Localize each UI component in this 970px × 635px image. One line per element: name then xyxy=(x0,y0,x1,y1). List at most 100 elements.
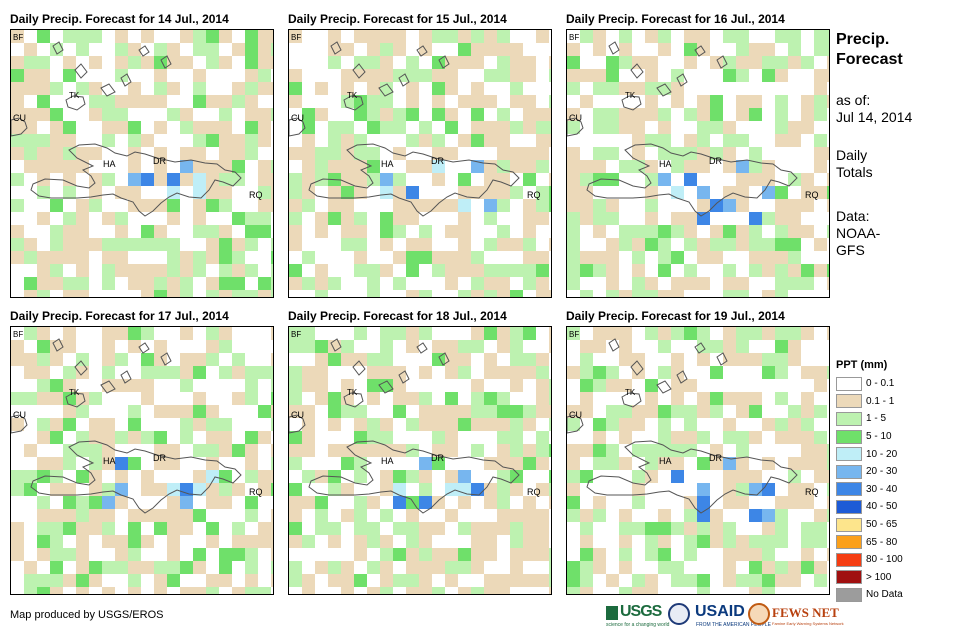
precip-cell xyxy=(523,147,536,160)
precip-cell xyxy=(24,160,37,173)
precip-cell xyxy=(697,457,710,470)
precip-cell xyxy=(128,277,141,290)
bahamas-island-outline xyxy=(378,380,394,394)
precip-cell xyxy=(76,561,89,574)
precip-cell xyxy=(167,43,180,56)
precip-cell xyxy=(814,264,827,277)
precip-cell xyxy=(671,277,684,290)
precip-cell xyxy=(606,264,619,277)
precip-cell xyxy=(258,431,271,444)
legend-item: 0.1 - 1 xyxy=(836,393,966,411)
precip-cell xyxy=(827,470,829,483)
precip-cell xyxy=(115,264,128,277)
panel-title: Daily Precip. Forecast for 18 Jul., 2014 xyxy=(288,309,507,323)
precip-cell xyxy=(445,82,458,95)
precip-cell xyxy=(315,379,328,392)
precip-cell xyxy=(315,496,328,509)
precip-cell xyxy=(24,69,37,82)
precip-cell xyxy=(619,457,632,470)
precip-cell xyxy=(580,379,593,392)
precip-cell xyxy=(684,522,697,535)
precip-cell xyxy=(497,444,510,457)
precip-cell xyxy=(671,69,684,82)
precip-cell xyxy=(11,108,24,121)
precip-cell xyxy=(206,95,219,108)
precip-cell xyxy=(167,251,180,264)
bahamas-island-outline xyxy=(416,342,428,354)
precip-cell xyxy=(762,160,775,173)
precip-cell xyxy=(154,444,167,457)
precip-cell xyxy=(245,69,258,82)
precip-cell xyxy=(167,574,180,587)
precip-cell xyxy=(154,431,167,444)
bahamas-island-outline xyxy=(398,370,410,384)
precip-cell xyxy=(445,108,458,121)
map-label-ha: HA xyxy=(381,159,394,169)
precip-cell xyxy=(354,225,367,238)
precip-cell xyxy=(102,212,115,225)
asof-date: Jul 14, 2014 xyxy=(836,109,913,125)
precip-cell xyxy=(289,69,302,82)
precip-cell xyxy=(141,353,154,366)
precip-cell xyxy=(328,212,341,225)
precip-cell xyxy=(354,418,367,431)
precip-cell xyxy=(406,251,419,264)
precip-cell xyxy=(606,379,619,392)
precip-cell xyxy=(458,483,471,496)
precip-cell xyxy=(762,69,775,82)
precip-cell xyxy=(645,238,658,251)
precip-cell xyxy=(788,483,801,496)
precip-cell xyxy=(736,431,749,444)
precip-cell xyxy=(788,277,801,290)
precip-cell xyxy=(710,251,723,264)
precip-cell xyxy=(115,186,128,199)
precip-cell xyxy=(289,225,302,238)
precip-cell xyxy=(315,212,328,225)
precip-cell xyxy=(206,238,219,251)
panel-title: Daily Precip. Forecast for 14 Jul., 2014 xyxy=(10,12,229,26)
precip-cell xyxy=(645,95,658,108)
precip-cell xyxy=(380,95,393,108)
precip-cell xyxy=(102,535,115,548)
precip-cell xyxy=(606,405,619,418)
legend-swatch xyxy=(836,411,862,426)
precip-cell xyxy=(827,56,829,69)
precip-cell xyxy=(193,82,206,95)
precip-cell xyxy=(89,82,102,95)
precip-cell xyxy=(328,353,341,366)
precip-cell xyxy=(723,186,736,199)
precip-cell xyxy=(567,82,580,95)
precip-cell xyxy=(128,160,141,173)
precip-cell xyxy=(736,134,749,147)
precip-cell xyxy=(406,392,419,405)
precip-cell xyxy=(128,173,141,186)
precip-cell xyxy=(632,418,645,431)
precip-cell xyxy=(406,587,419,594)
precip-cell xyxy=(102,587,115,594)
precip-cell xyxy=(723,483,736,496)
precip-cell xyxy=(76,277,89,290)
precip-cell xyxy=(723,69,736,82)
precip-cell xyxy=(380,238,393,251)
precip-cell xyxy=(180,277,193,290)
totals-line-1: Daily xyxy=(836,147,868,163)
precip-cell xyxy=(115,353,128,366)
precip-cell xyxy=(63,277,76,290)
precip-cell xyxy=(619,108,632,121)
precip-cell xyxy=(458,290,471,297)
precip-cell xyxy=(775,496,788,509)
precip-cell xyxy=(484,535,497,548)
precip-cell xyxy=(102,340,115,353)
precip-cell xyxy=(232,353,245,366)
precip-cell xyxy=(315,264,328,277)
precip-cell xyxy=(115,379,128,392)
precip-cell xyxy=(775,509,788,522)
precip-cell xyxy=(354,548,367,561)
panel-title: Daily Precip. Forecast for 16 Jul., 2014 xyxy=(566,12,785,26)
map-label-cu: CU xyxy=(291,410,304,420)
precip-cell xyxy=(762,548,775,561)
precip-cell xyxy=(245,587,258,594)
precip-cell xyxy=(219,251,232,264)
precip-cell xyxy=(775,366,788,379)
